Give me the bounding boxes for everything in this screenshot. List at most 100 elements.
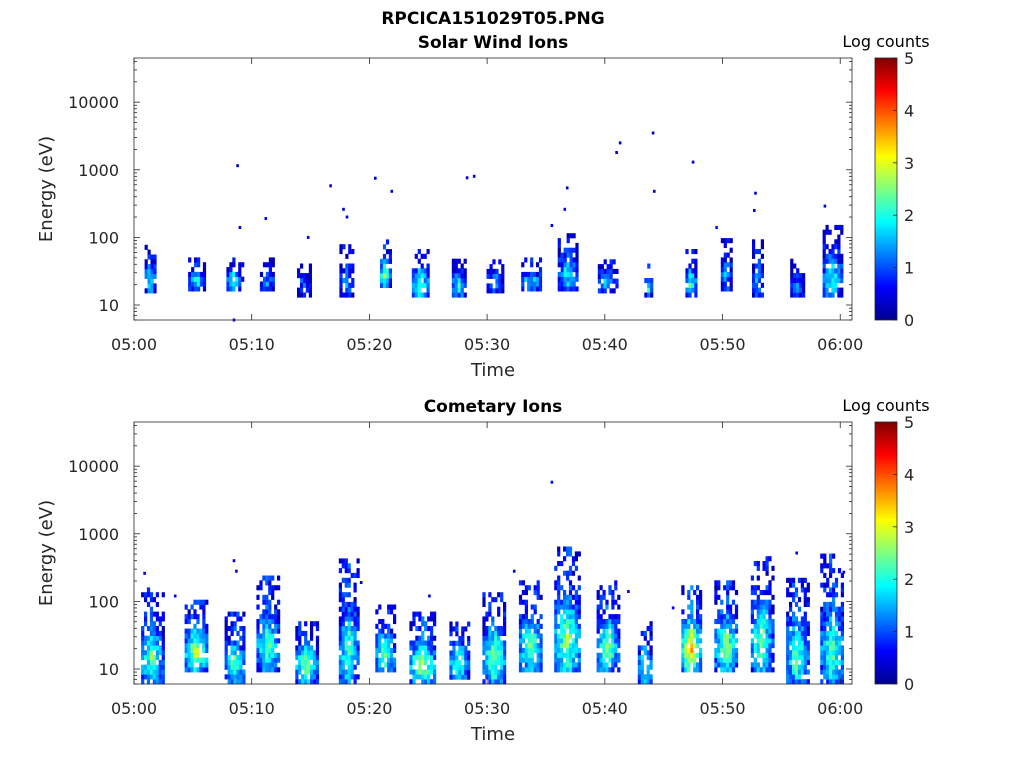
spectrogram-cell — [650, 287, 654, 293]
spectrogram-cell — [611, 623, 615, 629]
spectrogram-cell — [771, 628, 775, 634]
spectrogram-cell — [571, 647, 576, 653]
spectrogram-cell — [832, 630, 836, 636]
spectrogram-cell — [687, 667, 691, 673]
spectrogram-cell — [390, 667, 394, 673]
spectrogram-cell — [837, 621, 842, 627]
spectrogram-cell — [271, 575, 275, 581]
spectrogram-cell — [236, 679, 240, 685]
spectrogram-cell — [494, 640, 498, 646]
spectrogram-cell — [382, 268, 387, 274]
spectrogram-cell — [300, 287, 304, 293]
burst — [375, 604, 397, 673]
spectrogram-cell — [144, 288, 148, 294]
spectrogram-cell — [786, 616, 790, 622]
spectrogram-cell — [418, 655, 422, 661]
data-point — [563, 207, 567, 211]
spectrogram-cell — [832, 679, 836, 685]
spectrogram-cell — [464, 650, 468, 656]
spectrogram-cell — [271, 262, 275, 268]
spectrogram-cell — [831, 263, 835, 269]
spectrogram-cell — [467, 669, 471, 675]
spectrogram-cell — [557, 638, 561, 644]
spectrogram-cell — [837, 640, 842, 646]
spectrogram-cell — [571, 662, 576, 668]
spectrogram-cell — [599, 638, 603, 644]
spectrogram-cell — [681, 662, 685, 668]
spectrogram-cell — [449, 640, 453, 646]
spectrogram-cell — [731, 662, 736, 668]
spectrogram-cell — [524, 657, 528, 663]
spectrogram-cell — [236, 630, 240, 636]
spectrogram-cell — [806, 582, 810, 588]
spectrogram-cell — [694, 273, 698, 279]
spectrogram-cell — [315, 640, 320, 646]
spectrogram-cell — [155, 650, 159, 656]
spectrogram-cell — [233, 679, 237, 685]
spectrogram-cell — [461, 636, 465, 642]
spectrogram-cell — [826, 606, 830, 612]
spectrogram-cell — [829, 664, 833, 670]
spectrogram-cell — [714, 594, 718, 600]
spectrogram-cell — [461, 640, 465, 646]
spectrogram-cell — [187, 652, 191, 658]
spectrogram-cell — [338, 592, 342, 598]
spectrogram-cell — [754, 249, 759, 255]
spectrogram-cell — [699, 623, 703, 629]
data-point — [345, 215, 349, 219]
spectrogram-cell — [599, 604, 603, 610]
burst — [790, 258, 806, 298]
spectrogram-cell — [277, 638, 281, 644]
burst — [482, 592, 507, 685]
spectrogram-cell — [304, 621, 308, 627]
spectrogram-cell — [501, 283, 505, 289]
spectrogram-cell — [265, 619, 269, 625]
spectrogram-cell — [274, 667, 278, 673]
spectrogram-cell — [298, 640, 302, 646]
spectrogram-cell — [608, 614, 612, 620]
spectrogram-cell — [646, 674, 650, 680]
spectrogram-cell — [375, 633, 379, 639]
spectrogram-cell — [536, 281, 540, 287]
spectrogram-cell — [310, 621, 314, 627]
spectrogram-cell — [726, 662, 730, 668]
spectrogram-cell — [421, 640, 425, 646]
spectrogram-cell — [650, 282, 654, 288]
spectrogram-cell — [161, 592, 165, 598]
spectrogram-cell — [467, 640, 471, 646]
spectrogram-cell — [146, 655, 151, 661]
spectrogram-cell — [518, 623, 523, 629]
spectrogram-cell — [687, 619, 691, 625]
spectrogram-cell — [274, 638, 278, 644]
spectrogram-cell — [458, 674, 462, 680]
spectrogram-cell — [271, 662, 275, 668]
spectrogram-cell — [756, 628, 760, 634]
spectrogram-cell — [150, 288, 154, 294]
spectrogram-cell — [187, 633, 191, 639]
spectrogram-cell — [837, 626, 842, 632]
spectrogram-cell — [491, 655, 495, 661]
spectrogram-cell — [417, 282, 421, 288]
data-point — [238, 226, 242, 229]
spectrogram-cell — [194, 262, 198, 268]
spectrogram-cell — [734, 614, 739, 620]
spectrogram-cell — [482, 597, 486, 603]
spectrogram-cell — [717, 619, 721, 625]
spectrogram-cell — [566, 667, 570, 673]
spectrogram-cell — [649, 650, 653, 656]
spectrogram-cell — [840, 258, 844, 264]
spectrogram-cell — [765, 619, 769, 625]
spectrogram-cell — [797, 674, 802, 680]
spectrogram-cell — [353, 582, 357, 588]
spectrogram-cell — [602, 638, 606, 644]
spectrogram-cell — [430, 679, 434, 685]
spectrogram-cell — [792, 655, 796, 661]
spectrogram-cell — [452, 626, 456, 632]
spectrogram-cell — [427, 645, 431, 651]
spectrogram-cell — [417, 249, 421, 255]
x-tick-label: 05:20 — [346, 699, 392, 718]
spectrogram-cell — [242, 635, 246, 641]
spectrogram-cell — [614, 633, 618, 639]
spectrogram-cell — [696, 652, 700, 658]
spectrogram-cell — [315, 635, 320, 641]
